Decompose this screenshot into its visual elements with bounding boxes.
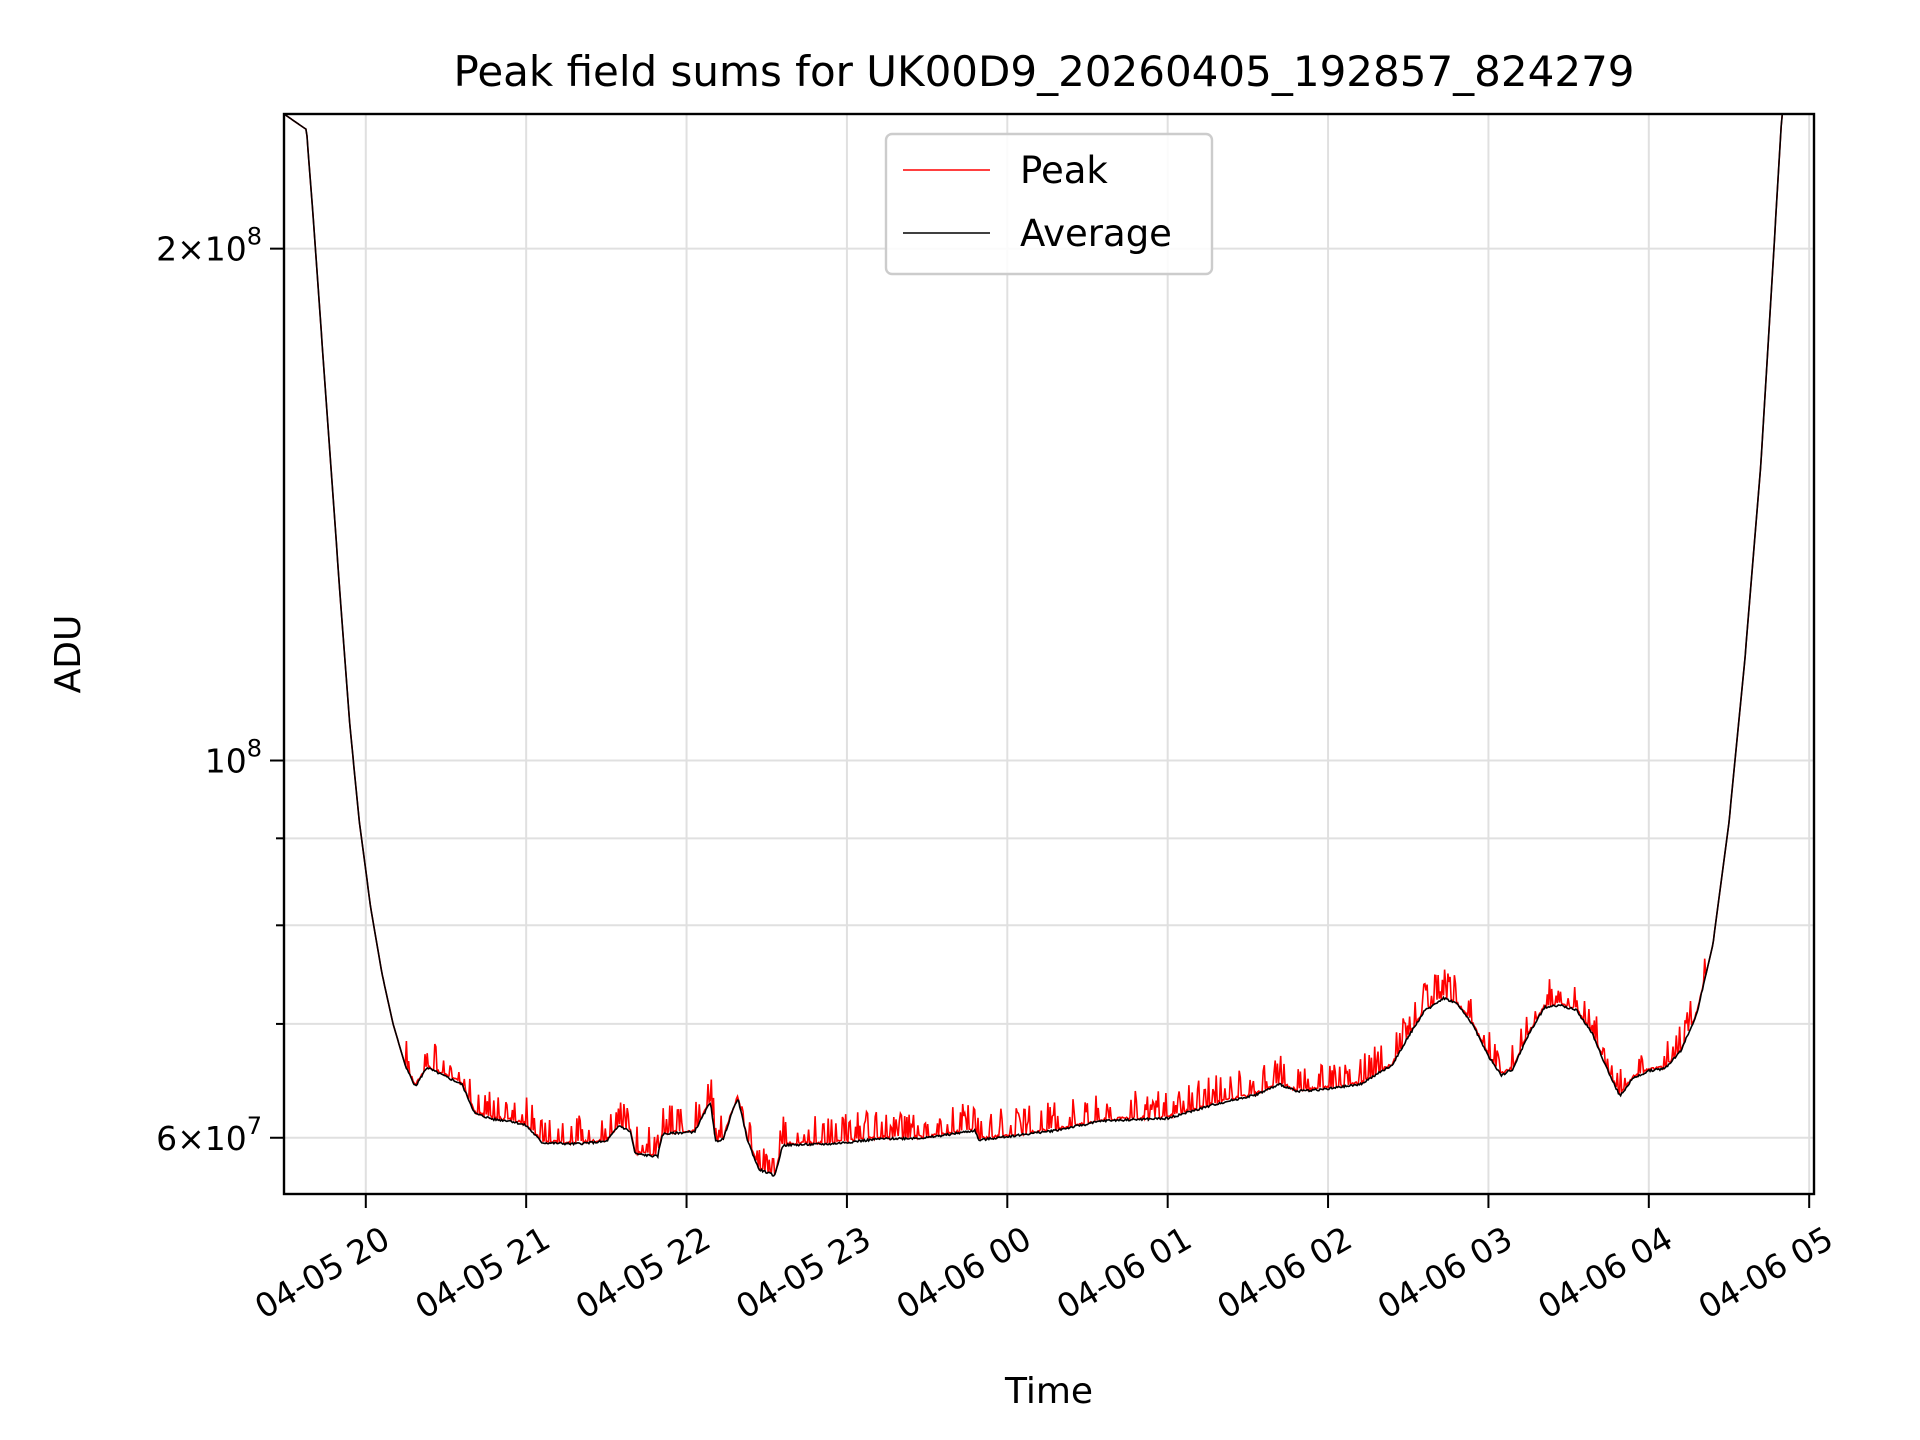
y-tick-label: 2×108 [156,223,262,269]
chart-title: Peak field sums for UK00D9_20260405_1928… [453,47,1634,96]
average-series-line [284,114,1814,1177]
y-axis: 6×107 108 2×108 [156,223,284,1158]
legend: Peak Average [884,132,1214,276]
series-layer [284,114,1814,1177]
legend-peak-label: Peak [1020,149,1108,192]
grid [284,114,1814,1194]
plot-frame [282,112,1816,1196]
legend-average-label: Average [1020,212,1172,255]
x-axis-label: Time [1004,1371,1093,1412]
y-tick-label: 108 [205,735,262,781]
legend-box [884,132,1214,276]
y-axis-label: ADU [48,615,89,694]
y-tick-label: 6×107 [156,1112,262,1158]
